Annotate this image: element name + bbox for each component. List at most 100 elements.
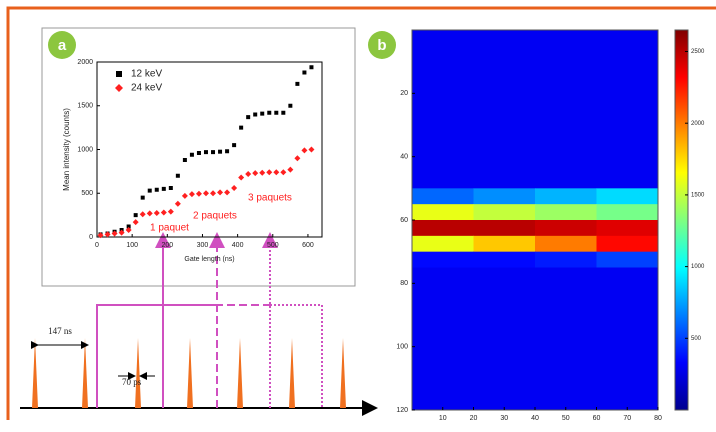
cell (412, 315, 474, 331)
cell (474, 46, 536, 62)
y-axis-label: Mean intensity (counts) (62, 108, 71, 191)
y-tick-label: 2000 (77, 59, 93, 66)
annotation: 2 paquets (193, 211, 237, 222)
cell (535, 378, 597, 394)
cell (474, 93, 536, 109)
cell (474, 363, 536, 379)
cell (412, 109, 474, 125)
point (211, 150, 215, 154)
point (162, 187, 166, 191)
cell (597, 299, 659, 315)
point (183, 158, 187, 162)
cell (597, 141, 659, 157)
x-tick-label: 40 (531, 415, 539, 422)
cell (412, 268, 474, 284)
annotation: 1 paquet (150, 223, 189, 234)
cell (535, 331, 597, 347)
point (176, 174, 180, 178)
cell (597, 252, 659, 268)
cell (412, 363, 474, 379)
legend-label: 12 keV (131, 69, 162, 80)
x-tick-label: 70 (623, 415, 631, 422)
point (204, 150, 208, 154)
cell (597, 204, 659, 220)
point (302, 71, 306, 75)
cell (597, 173, 659, 189)
cell (474, 125, 536, 141)
point (288, 104, 292, 108)
colorbar-tick-label: 500 (691, 336, 702, 342)
cell (412, 220, 474, 236)
cell (535, 141, 597, 157)
cell (535, 252, 597, 268)
x-tick-label: 60 (593, 415, 601, 422)
cell (474, 268, 536, 284)
cell (474, 220, 536, 236)
x-axis-label: Gate length (ns) (184, 256, 234, 263)
point (197, 151, 201, 155)
cell (535, 188, 597, 204)
y-tick-label: 20 (400, 90, 408, 97)
point (281, 111, 285, 115)
cell (597, 188, 659, 204)
annotation: 3 paquets (248, 193, 292, 204)
point (239, 126, 243, 130)
cell (412, 78, 474, 94)
cell (597, 347, 659, 363)
cell (535, 125, 597, 141)
x-tick-label: 600 (302, 242, 314, 249)
cell (412, 30, 474, 46)
cell (597, 62, 659, 78)
legend-label: 24 keV (131, 83, 162, 94)
cell (597, 283, 659, 299)
cell (597, 220, 659, 236)
point (309, 65, 313, 69)
cell (535, 78, 597, 94)
cell (474, 236, 536, 252)
cell (412, 252, 474, 268)
y-tick-label: 1500 (77, 103, 93, 110)
cell (474, 252, 536, 268)
x-tick-label: 50 (562, 415, 570, 422)
cell (474, 204, 536, 220)
cell (597, 30, 659, 46)
point (225, 149, 229, 153)
cell (535, 46, 597, 62)
y-tick-label: 0 (89, 234, 93, 241)
cell (474, 62, 536, 78)
cell (412, 283, 474, 299)
y-tick-label: 80 (400, 280, 408, 287)
cell (535, 347, 597, 363)
cell (535, 30, 597, 46)
cell (412, 157, 474, 173)
x-tick-label: 400 (232, 242, 244, 249)
cell (474, 188, 536, 204)
y-tick-label: 1000 (77, 146, 93, 153)
cell (412, 378, 474, 394)
x-tick-label: 100 (126, 242, 138, 249)
cell (474, 78, 536, 94)
cell (474, 141, 536, 157)
cell (535, 268, 597, 284)
colorbar (675, 30, 688, 410)
cell (412, 141, 474, 157)
x-tick-label: 300 (197, 242, 209, 249)
cell (597, 236, 659, 252)
panel-label: a (58, 37, 67, 54)
point (295, 82, 299, 86)
x-tick-label: 500 (267, 242, 279, 249)
cell (474, 173, 536, 189)
x-tick-label: 30 (500, 415, 508, 422)
point (260, 112, 264, 116)
colorbar-tick-label: 1500 (691, 192, 705, 198)
cell (535, 236, 597, 252)
cell (474, 378, 536, 394)
point (155, 188, 159, 192)
point (232, 143, 236, 147)
cell (597, 363, 659, 379)
cell (535, 299, 597, 315)
y-tick-label: 120 (396, 407, 408, 414)
cell (474, 157, 536, 173)
cell (412, 46, 474, 62)
cell (474, 315, 536, 331)
